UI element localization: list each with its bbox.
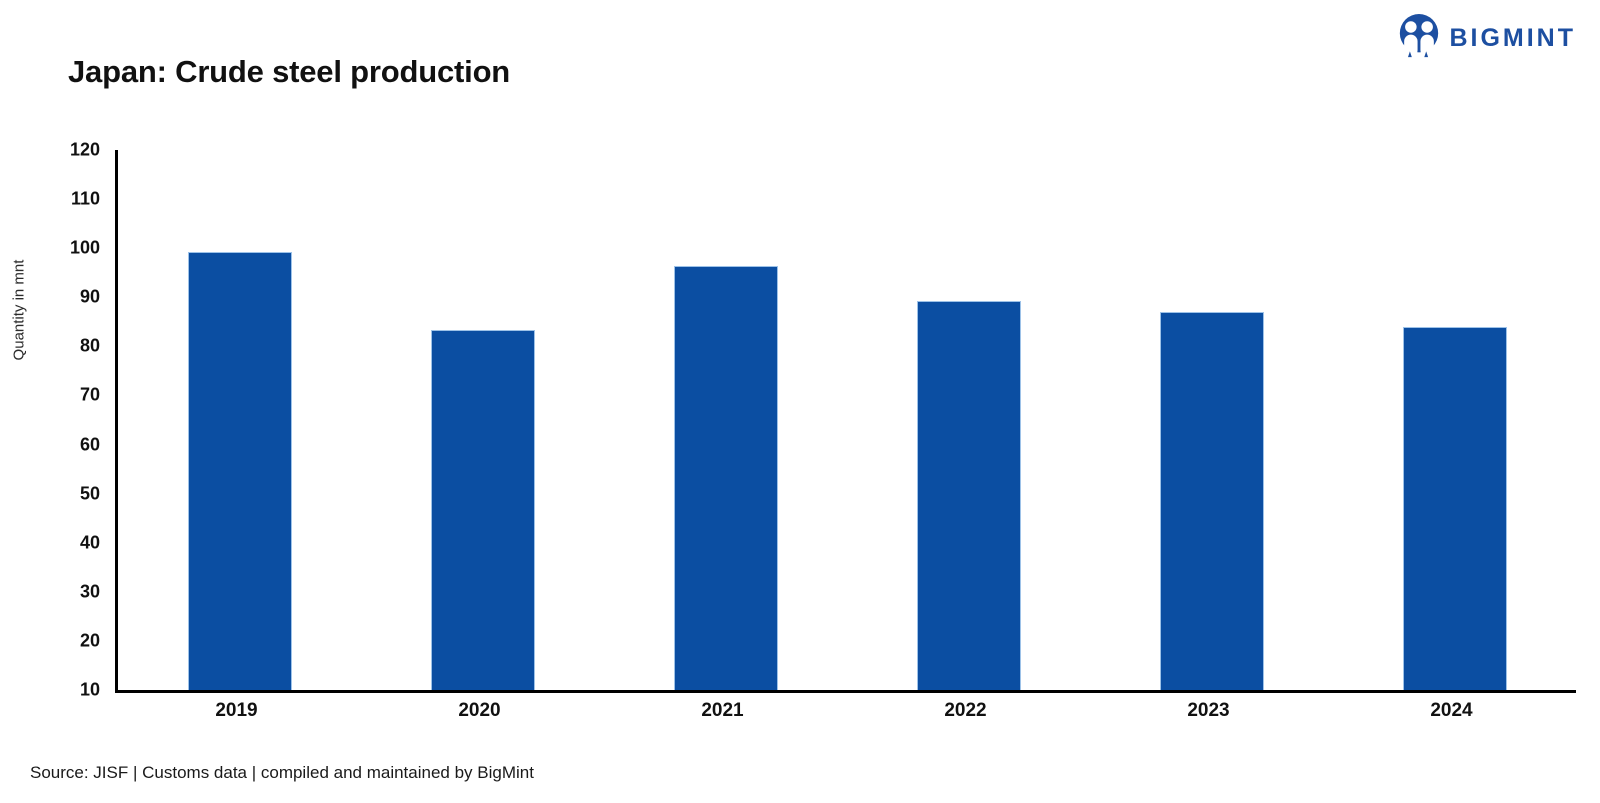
bar-band-2021 bbox=[604, 150, 847, 690]
x-tick-label-2021: 2021 bbox=[701, 700, 744, 721]
x-axis-labels: 2019 2020 2021 2022 2023 2024 bbox=[115, 700, 1573, 722]
y-tick-label-20: 20 bbox=[79, 630, 100, 651]
page-title: Japan: Crude steel production bbox=[68, 54, 511, 89]
bar-band-2020 bbox=[361, 150, 604, 690]
x-tick-label-2020: 2020 bbox=[458, 700, 501, 721]
bar-band-2022 bbox=[847, 150, 1090, 690]
source-note: Source: JISF | Customs data | compiled a… bbox=[30, 763, 534, 782]
y-tick-label-50: 50 bbox=[79, 483, 100, 504]
bar-2021 bbox=[673, 266, 778, 690]
y-tick-label-70: 70 bbox=[79, 384, 100, 405]
bar-2020 bbox=[430, 329, 535, 690]
y-axis-ticks: 120 110 100 90 80 70 60 50 40 30 20 10 bbox=[0, 140, 100, 700]
y-tick-label-40: 40 bbox=[79, 532, 100, 553]
bigmint-logo-text: BIGMINT bbox=[1449, 23, 1576, 52]
x-tick-label-2022: 2022 bbox=[944, 700, 987, 721]
bar-band-2023 bbox=[1090, 150, 1333, 690]
y-tick-label-90: 90 bbox=[79, 286, 100, 307]
y-tick-label-30: 30 bbox=[79, 581, 100, 602]
y-tick-label-110: 110 bbox=[70, 188, 100, 209]
y-tick-label-100: 100 bbox=[69, 237, 100, 258]
bigmint-logo: BIGMINT bbox=[1396, 12, 1576, 64]
bar-2019 bbox=[187, 251, 292, 690]
bar-2023 bbox=[1159, 312, 1264, 690]
y-tick-label-80: 80 bbox=[79, 335, 100, 356]
plot-area bbox=[115, 150, 1576, 693]
x-tick-label-2019: 2019 bbox=[215, 700, 258, 721]
bar-band-2019 bbox=[118, 150, 361, 690]
bigmint-logo-icon bbox=[1396, 12, 1442, 64]
y-tick-label-60: 60 bbox=[79, 434, 100, 455]
bar-2024 bbox=[1402, 326, 1507, 690]
y-tick-label-10: 10 bbox=[79, 679, 100, 700]
x-tick-label-2023: 2023 bbox=[1187, 700, 1230, 721]
x-tick-label-2024: 2024 bbox=[1430, 700, 1473, 721]
y-tick-label-120: 120 bbox=[69, 139, 100, 160]
bar-band-2024 bbox=[1333, 150, 1576, 690]
bar-2022 bbox=[916, 301, 1021, 690]
